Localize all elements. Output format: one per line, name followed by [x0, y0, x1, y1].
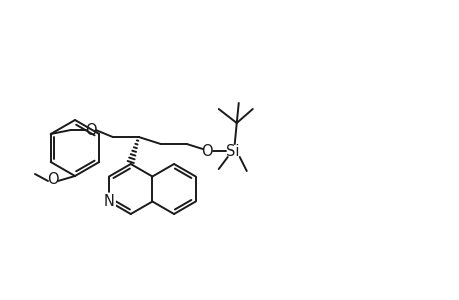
Text: O: O — [85, 122, 96, 137]
Text: O: O — [47, 172, 59, 188]
Text: Si: Si — [225, 143, 239, 158]
Text: O: O — [201, 143, 212, 158]
Text: N: N — [103, 194, 114, 209]
